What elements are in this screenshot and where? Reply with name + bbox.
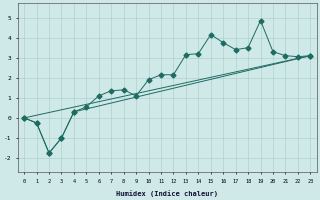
X-axis label: Humidex (Indice chaleur): Humidex (Indice chaleur) [116,190,218,197]
